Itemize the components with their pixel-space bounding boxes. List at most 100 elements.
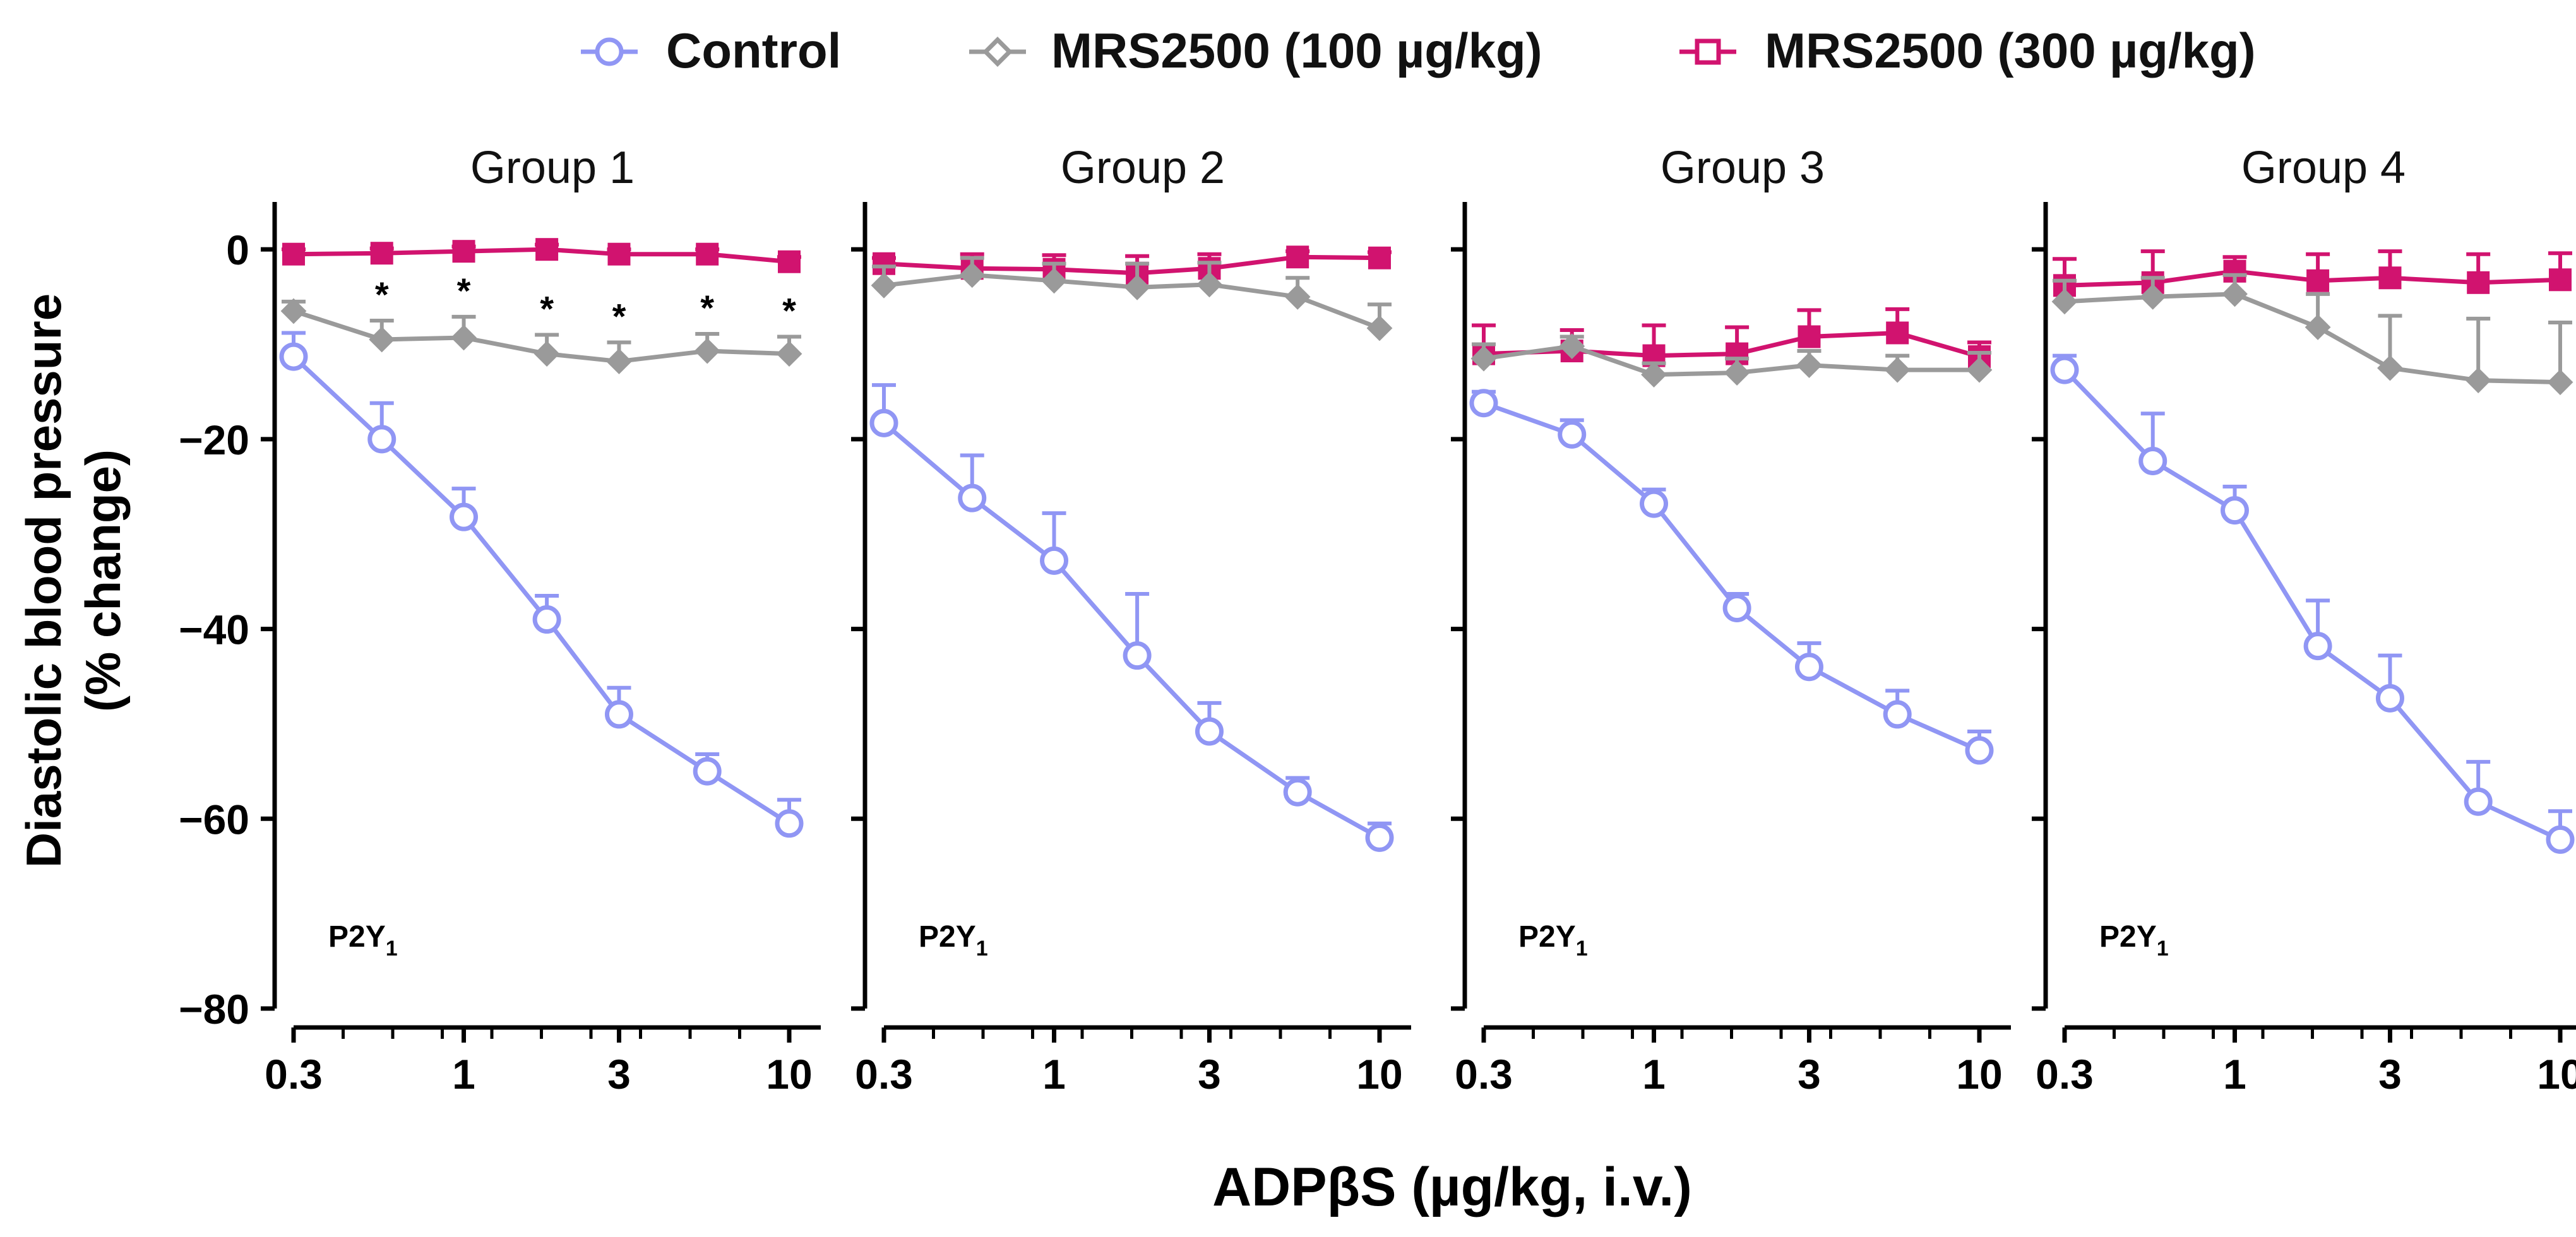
data-point [1368,246,1391,269]
data-point [1283,778,1312,807]
data-point [450,502,479,531]
y-tick-label: −40 [179,607,249,653]
data-point [1040,546,1069,575]
legend-item-mrs100: MRS2500 (100 µg/kg) [969,23,1542,78]
data-point [1886,321,1909,345]
data-point [2546,825,2575,854]
x-axis-label: ADPβS (µg/kg, i.v.) [1212,1157,1692,1217]
data-point [1884,357,1911,383]
legend-label-control: Control [666,23,841,78]
data-point [452,240,475,263]
significance-marker: * [540,288,554,328]
series-mrs300 [2053,249,2572,297]
data-point [2375,684,2404,713]
data-point [534,341,560,367]
receptor-annotation-subscript: 1 [976,937,988,961]
data-point [2306,269,2330,292]
x-tick-label: 1 [1042,1051,1066,1098]
y-axis-label: Diastolic blood pressure [16,293,71,868]
data-point [535,238,559,261]
panel-group-1: Group 1 0 −20 −40 −60 −80 0.3 1 3 10 P2Y1 * * * * * * [179,143,821,1098]
panel-title: Group 2 [1061,143,1225,193]
data-point [869,408,898,437]
series-control [2050,353,2575,854]
data-point [1124,274,1150,300]
data-point [2547,369,2573,396]
data-point [451,324,477,351]
x-tick-label: 3 [607,1051,631,1098]
legend-marker-mrs100 [982,37,1013,67]
data-point [1196,271,1222,298]
data-point [2140,283,2166,310]
x-tick-label: 1 [1642,1051,1666,1098]
data-point [1796,352,1822,379]
x-tick-label: 10 [766,1051,812,1098]
data-point [2378,266,2402,290]
significance-marker: * [700,288,714,328]
data-point [604,700,633,729]
data-point [1558,420,1587,449]
series-mrs100 [280,298,802,375]
data-point [1883,700,1912,729]
data-point [1966,357,1993,383]
x-tick-label: 10 [2537,1051,2576,1098]
data-point [1195,717,1224,746]
data-point [606,348,632,375]
data-point [2377,355,2403,381]
data-point [2467,271,2490,294]
data-point [2050,355,2079,384]
panel-title: Group 4 [2241,143,2406,193]
x-tick-label: 3 [1198,1051,1221,1098]
x-tick-label: 3 [2378,1051,2402,1098]
x-tick-label: 10 [1956,1051,2002,1098]
y-tick-label: 0 [226,227,249,273]
data-point [607,242,631,266]
data-point [1123,641,1152,670]
x-tick-label: 0.3 [855,1051,913,1098]
data-point [1798,325,1821,348]
data-point [1469,389,1498,418]
data-point [775,809,804,838]
data-point [1366,315,1393,341]
series-mrs100 [871,256,1393,341]
data-point [1284,283,1311,310]
data-point [694,338,720,364]
data-point [696,242,719,266]
data-point [1559,333,1585,359]
data-point [2465,367,2491,394]
panel-group-4: Group 4 0.3 1 3 10 P2Y1 [2032,143,2576,1098]
data-point [1041,268,1067,294]
x-tick-label: 1 [2223,1051,2246,1098]
data-point [1286,246,1309,269]
significance-marker: * [612,297,626,336]
legend-marker-mrs300 [1695,38,1721,65]
receptor-annotation: P2Y1 [2099,920,2169,961]
data-point [369,326,395,353]
series-control [1469,389,1994,765]
receptor-annotation: P2Y1 [328,920,398,961]
data-point [280,298,307,324]
panel-title: Group 1 [470,143,635,193]
data-point [367,425,397,454]
x-tick-label: 0.3 [265,1051,323,1098]
data-point [2222,281,2248,307]
data-point [1365,823,1394,852]
data-point [1722,594,1751,623]
data-point [1641,362,1667,388]
receptor-annotation: P2Y1 [1518,920,1588,961]
data-point [959,262,986,288]
data-point [2305,314,2331,340]
series-line [882,421,1381,840]
y-tick-label: −20 [179,417,249,463]
legend-label-mrs100: MRS2500 (100 µg/kg) [1051,23,1542,78]
series-control [279,331,804,838]
data-point [2303,632,2332,661]
data-point [958,483,987,512]
series-mrs100 [1470,333,1993,388]
x-tick-label: 0.3 [1455,1051,1513,1098]
receptor-annotation-subscript: 1 [386,937,398,961]
legend-item-mrs300: MRS2500 (300 µg/kg) [1679,23,2256,78]
series-line [1482,401,1981,753]
